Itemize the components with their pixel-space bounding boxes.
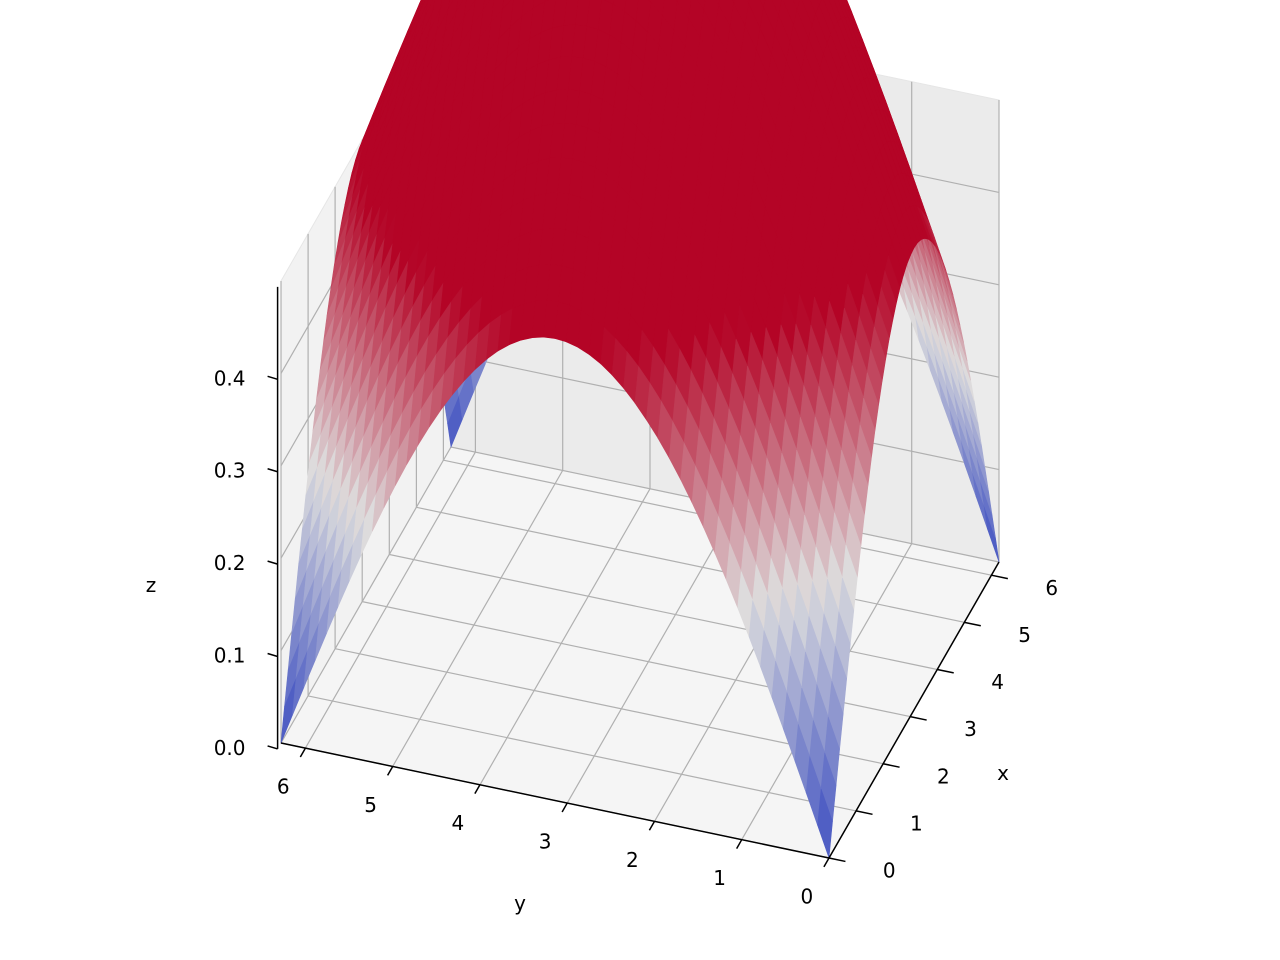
tick-label-x: 3 <box>964 717 977 741</box>
tick-label-z: 0.1 <box>214 644 246 668</box>
tick-label-x: 0 <box>883 859 896 883</box>
x-axis-label: x <box>997 761 1009 785</box>
tick-mark-x <box>828 857 846 863</box>
tick-mark-x <box>964 621 981 627</box>
tick-label-x: 5 <box>1018 623 1031 647</box>
tick-mark-z <box>267 745 278 750</box>
tick-mark-z <box>267 652 278 658</box>
y-axis-label: y <box>514 891 526 915</box>
tick-mark-y <box>648 821 656 831</box>
tick-mark-x <box>937 668 954 674</box>
tick-label-z: 0.4 <box>214 366 246 390</box>
x-axis-line <box>828 561 1000 859</box>
tick-label-y: 5 <box>364 793 377 817</box>
tick-mark-y <box>386 766 394 776</box>
tick-label-x: 2 <box>937 764 950 788</box>
tick-mark-z <box>267 560 278 565</box>
tick-label-y: 3 <box>539 830 552 854</box>
tick-label-y: 2 <box>626 848 639 872</box>
tick-mark-x <box>882 762 900 768</box>
tick-label-y: 4 <box>452 811 465 835</box>
tick-label-z: 0.0 <box>214 736 246 760</box>
tick-mark-y <box>735 839 743 849</box>
z-axis-label: z <box>146 573 157 597</box>
tick-mark-z <box>267 375 278 381</box>
tick-label-y: 6 <box>277 775 290 799</box>
axis-lines <box>267 286 1009 868</box>
tick-label-x: 6 <box>1045 576 1058 600</box>
tick-mark-y <box>561 802 568 813</box>
tick-mark-x <box>855 810 873 816</box>
tick-mark-x <box>910 715 927 721</box>
tick-label-z: 0.2 <box>214 551 246 575</box>
tick-mark-z <box>267 468 278 473</box>
surface-patch <box>697 0 706 12</box>
tick-mark-y <box>299 747 307 758</box>
tick-mark-y <box>823 857 830 868</box>
tick-mark-y <box>474 784 481 795</box>
surface-patch <box>817 788 833 859</box>
tick-label-y: 1 <box>713 866 726 890</box>
tick-label-z: 0.3 <box>214 459 246 483</box>
y-axis-line <box>280 742 830 859</box>
tick-label-x: 4 <box>991 670 1004 694</box>
tick-mark-x <box>991 574 1009 580</box>
tick-label-y: 0 <box>801 885 814 909</box>
surface-mesh <box>280 0 1000 859</box>
tick-label-x: 1 <box>910 812 923 836</box>
